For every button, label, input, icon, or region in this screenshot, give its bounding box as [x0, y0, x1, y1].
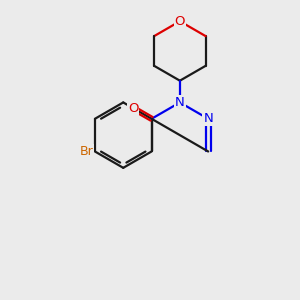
Text: N: N — [203, 112, 213, 125]
Text: O: O — [175, 15, 185, 28]
Text: O: O — [128, 102, 138, 115]
Text: Br: Br — [80, 145, 94, 158]
Text: N: N — [175, 96, 185, 109]
